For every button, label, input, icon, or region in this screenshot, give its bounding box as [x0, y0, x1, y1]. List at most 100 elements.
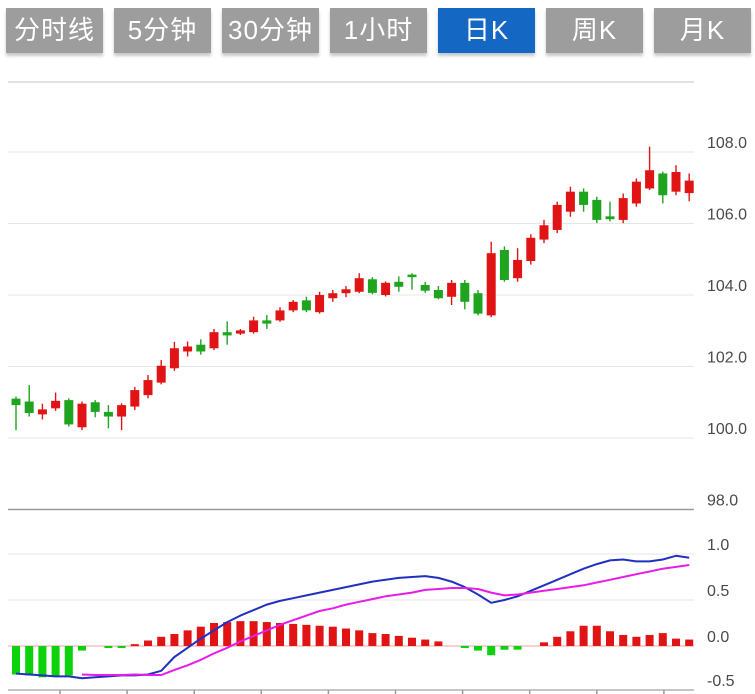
candle-body — [103, 411, 113, 417]
price-axis-label: 104.0 — [707, 278, 747, 295]
candle-body — [249, 320, 259, 333]
macd-histogram-bar — [672, 638, 680, 646]
candle-body — [288, 301, 298, 311]
macd-histogram-bar — [315, 625, 324, 646]
macd-histogram-bar — [632, 636, 641, 646]
macd-histogram-bar — [170, 634, 179, 646]
candle-body — [275, 310, 285, 321]
macd-histogram-bar — [421, 639, 430, 646]
candle-body — [24, 401, 34, 413]
tab-weekly-k[interactable]: 周K — [546, 8, 643, 53]
macd-histogram-bar — [262, 622, 271, 646]
candle-body — [460, 282, 470, 302]
candle-body — [77, 403, 87, 428]
price-axis-label: 102.0 — [707, 350, 747, 367]
macd-histogram-bar — [249, 621, 258, 646]
macd-histogram-bar — [117, 646, 126, 648]
macd-histogram-bar — [51, 646, 60, 677]
candle-body — [37, 409, 47, 415]
macd-dea-line — [81, 564, 690, 676]
macd-histogram-bar — [619, 634, 628, 646]
candle-body — [315, 295, 325, 313]
candle-body — [499, 249, 509, 280]
candle-body — [64, 400, 74, 425]
candle-body — [618, 198, 628, 220]
candle-body — [671, 172, 681, 192]
candle-body — [526, 237, 536, 262]
macd-histogram-bar — [579, 625, 588, 646]
macd-histogram-bar — [144, 640, 152, 646]
candle-body — [341, 289, 351, 294]
macd-histogram-bar — [487, 646, 496, 656]
macd-histogram-bar — [606, 631, 614, 646]
macd-histogram-bar — [500, 646, 509, 650]
macd-histogram-bar — [381, 634, 390, 646]
macd-histogram-bar — [302, 624, 311, 646]
price-axis-label: 100.0 — [707, 421, 747, 438]
candle-body — [513, 259, 523, 279]
candle-body — [183, 346, 193, 352]
macd-histogram-bar — [236, 621, 245, 646]
candle-body — [301, 300, 311, 311]
macd-histogram-bar — [434, 641, 443, 646]
candle-body — [552, 204, 562, 230]
macd-histogram-bar — [223, 622, 232, 646]
price-axis-label: 108.0 — [707, 135, 747, 152]
candle-body — [592, 199, 602, 220]
candle-body — [407, 274, 417, 278]
candle-body — [143, 380, 153, 396]
candle-body — [156, 365, 166, 383]
candle-body — [117, 405, 127, 417]
price-axis-label: 98.0 — [707, 493, 738, 510]
macd-histogram-bar — [276, 623, 284, 646]
macd-histogram-bar — [553, 636, 562, 646]
candle-body — [11, 398, 21, 406]
tab-minute-line[interactable]: 分时线 — [6, 8, 103, 53]
candle-body — [235, 330, 245, 334]
macd-histogram-bar — [38, 646, 47, 678]
macd-histogram-bar — [342, 628, 350, 646]
candle-body — [169, 348, 179, 369]
macd-histogram-bar — [78, 646, 86, 651]
candle-body — [196, 344, 206, 352]
macd-dif-line — [15, 554, 690, 680]
macd-histogram-bar — [12, 646, 20, 675]
candle-body — [130, 390, 140, 407]
candle-body — [565, 191, 575, 212]
macd-histogram-bar — [355, 630, 364, 646]
candle-body — [262, 320, 272, 324]
macd-histogram-bar — [460, 646, 469, 648]
macd-histogram-bar — [104, 646, 113, 648]
macd-histogram-bar — [210, 623, 218, 646]
macd-axis-label: 1.0 — [707, 537, 729, 554]
tab-5min[interactable]: 5分钟 — [114, 8, 211, 53]
candle-body — [420, 284, 430, 291]
candle-body — [381, 282, 391, 295]
tab-1hour[interactable]: 1小时 — [330, 8, 427, 53]
candle-body — [328, 293, 338, 299]
macd-histogram-bar — [566, 631, 575, 646]
macd-histogram-bar — [289, 623, 298, 646]
macd-histogram-bar — [64, 646, 73, 676]
macd-histogram-bar — [368, 633, 377, 646]
candle-body — [222, 332, 232, 336]
candle-body — [658, 173, 668, 196]
macd-histogram-bar — [658, 633, 667, 646]
candle-body — [684, 180, 694, 194]
candle-body — [631, 181, 641, 204]
candle-body — [433, 289, 443, 299]
macd-histogram-bar — [408, 637, 416, 646]
candle-body — [354, 278, 364, 292]
candle-body — [209, 332, 219, 349]
tab-daily-k[interactable]: 日K — [438, 8, 535, 53]
tab-monthly-k[interactable]: 月K — [654, 8, 751, 53]
candle-body — [473, 293, 483, 314]
macd-histogram-bar — [25, 646, 34, 676]
candle-body — [367, 279, 377, 293]
macd-histogram-bar — [645, 634, 654, 646]
tab-30min[interactable]: 30分钟 — [222, 8, 319, 53]
timeframe-toolbar: 分时线 5分钟 30分钟 1小时 日K 周K 月K — [0, 8, 751, 53]
candle-body — [90, 402, 100, 412]
